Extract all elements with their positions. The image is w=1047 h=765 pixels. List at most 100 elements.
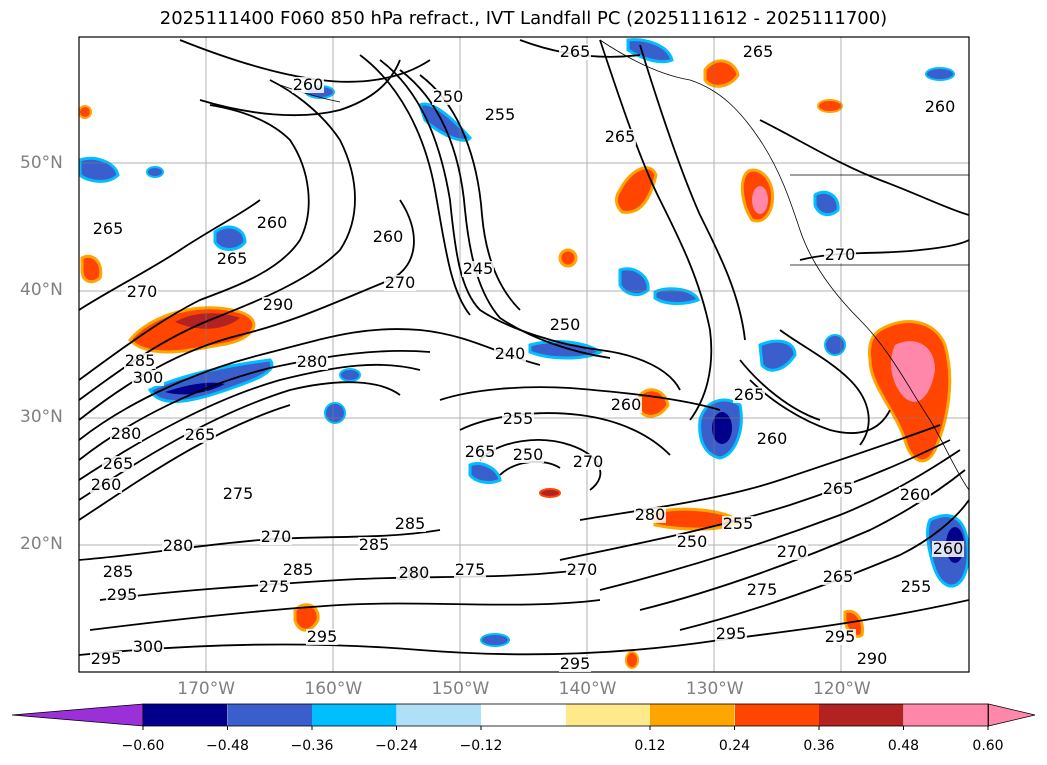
longitude-label: 130°W	[685, 679, 744, 699]
map-title: 2025111400 F060 850 hPa refract., IVT La…	[159, 8, 888, 29]
contour-value-label: 250	[513, 445, 544, 464]
positive-anomaly-small1	[558, 248, 578, 268]
contour-value-label: 270	[261, 527, 292, 546]
contour-value-label: 295	[307, 627, 338, 646]
contour-value-label: 245	[463, 259, 494, 278]
negative-anomaly-core	[165, 382, 225, 395]
contour-value-label: 280	[163, 536, 194, 555]
positive-anomaly-small2	[539, 488, 561, 498]
positive-anomaly-ne	[615, 166, 658, 214]
contour-value-label: 270	[573, 452, 604, 471]
colorbar-tick-label: −0.60	[121, 738, 165, 754]
colorbar-segment	[397, 704, 482, 726]
negative-anomaly-small4	[925, 67, 955, 81]
contour-value-label: 295	[825, 627, 856, 646]
contour-label-layer: 265 265 260 250 255 265 260 265 260 265 260 270 245 2…	[90, 42, 964, 673]
contour-value-label: 270	[127, 282, 158, 301]
contour-value-label: 255	[901, 577, 932, 596]
contour-value-label: 285	[103, 562, 134, 581]
negative-anomaly-mid	[618, 267, 650, 297]
negative-anomaly-south	[468, 462, 502, 484]
positive-anomaly-small5	[625, 651, 639, 669]
positive-anomaly-west	[80, 254, 103, 284]
negative-anomaly-coast	[758, 339, 797, 372]
contour-value-label: 265	[103, 454, 134, 473]
contour-value-label: 265	[823, 567, 854, 586]
latitude-label: 30°N	[20, 407, 63, 427]
colorbar-segment	[143, 704, 228, 726]
latitude-label: 50°N	[20, 153, 63, 173]
contour-value-label: 275	[455, 560, 486, 579]
graticule	[79, 37, 969, 672]
negative-anomaly-small5	[339, 368, 361, 382]
contour-value-label: 250	[433, 87, 464, 106]
latitude-label: 40°N	[20, 280, 63, 300]
contour-value-label: 265	[743, 42, 774, 61]
contour-value-label: 260	[91, 475, 122, 494]
colorbar-segment	[566, 704, 651, 726]
colorbar-segment	[904, 704, 989, 726]
contour-value-label: 275	[223, 484, 254, 503]
contour-value-label: 285	[395, 514, 426, 533]
positive-anomaly-small3	[79, 105, 92, 119]
positive-anomaly-top	[703, 59, 740, 88]
contour-value-label: 260	[925, 97, 956, 116]
contour-value-label: 285	[359, 535, 390, 554]
colorbar-max-extension	[988, 703, 1036, 727]
contour-value-label: 260	[257, 213, 288, 232]
negative-anomaly-ne	[813, 190, 840, 217]
colorbar-segment	[650, 704, 735, 726]
positive-anomaly-pink	[752, 186, 768, 214]
contour-value-label: 285	[125, 351, 156, 370]
negative-anomaly-east-core	[712, 412, 732, 444]
colorbar-segment	[481, 704, 566, 726]
longitude-label: 170°W	[177, 679, 236, 699]
positive-anomaly-east	[638, 388, 670, 418]
contour-value-label: 265	[465, 442, 496, 461]
colorbar-segment	[312, 704, 397, 726]
positive-anomaly-south	[293, 603, 320, 632]
contour-value-label: 270	[567, 560, 598, 579]
contour-value-label: 260	[900, 485, 931, 504]
contour-value-label: 260	[757, 429, 788, 448]
longitude-label: 140°W	[558, 679, 617, 699]
contour-value-label: 280	[111, 424, 142, 443]
contour-value-label: 270	[777, 542, 808, 561]
contour-value-label: 280	[297, 352, 328, 371]
negative-anomaly-small2	[146, 166, 164, 178]
colorbar-tick-label: 0.60	[972, 738, 1004, 754]
longitude-label: 150°W	[431, 679, 490, 699]
contour-value-label: 265	[605, 127, 636, 146]
longitude-label: 160°W	[304, 679, 363, 699]
contour-value-label: 265	[823, 479, 854, 498]
contour-value-label: 295	[107, 585, 138, 604]
negative-anomaly-north	[626, 38, 674, 64]
colorbar	[11, 703, 1036, 730]
contour-value-label: 280	[635, 505, 666, 524]
contour-value-label: 260	[373, 227, 404, 246]
contour-value-label: 240	[495, 344, 526, 363]
colorbar-tick-label: 0.24	[718, 738, 751, 754]
contour-value-label: 265	[560, 42, 591, 61]
negative-anomaly-gulf	[418, 102, 472, 142]
longitude-label: 120°W	[812, 679, 871, 699]
contour-value-label: 265	[93, 219, 124, 238]
colorbar-segment	[819, 704, 904, 726]
contour-value-label: 285	[283, 560, 314, 579]
contour-value-label: 255	[503, 409, 534, 428]
positive-anomaly-coast-core	[890, 341, 935, 402]
negative-anomaly-small1	[324, 402, 346, 424]
contour-value-label: 300	[133, 368, 164, 387]
colorbar-segment	[735, 704, 820, 726]
contour-value-label: 295	[716, 624, 747, 643]
colorbar-tick-label: −0.36	[290, 738, 334, 754]
contour-value-label: 275	[259, 577, 290, 596]
negative-anomaly-nw	[213, 225, 247, 251]
contour-value-label: 290	[857, 649, 888, 668]
contour-value-label: 265	[217, 249, 248, 268]
contour-value-label: 260	[611, 395, 642, 414]
contour-value-label: 295	[91, 649, 122, 668]
contour-value-label: 280	[399, 563, 430, 582]
contour-value-label: 265	[185, 425, 216, 444]
